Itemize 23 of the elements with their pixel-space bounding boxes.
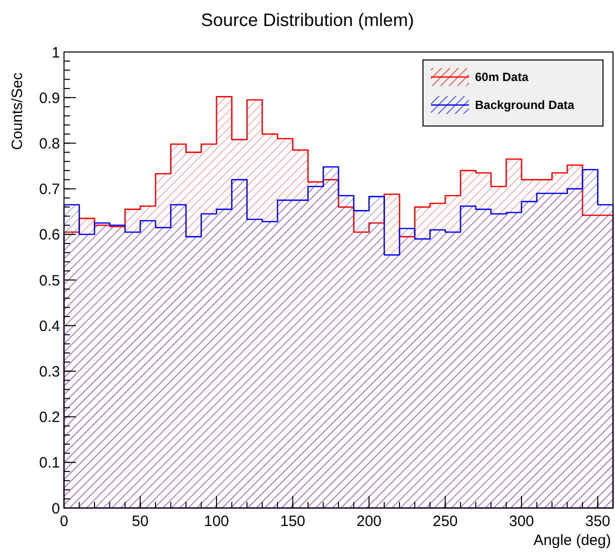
legend-label: 60m Data <box>475 70 529 84</box>
chart-title: Source Distribution (mlem) <box>200 10 414 30</box>
y-tick-label: 0.6 <box>39 226 60 244</box>
y-tick-label: 0 <box>52 500 60 518</box>
legend-label: Background Data <box>475 98 575 112</box>
x-tick-label: 350 <box>585 513 610 530</box>
x-axis-title: Angle (deg) <box>533 532 611 549</box>
y-tick-label: 0.9 <box>39 90 60 107</box>
y-tick-label: 0.8 <box>39 135 60 152</box>
y-tick-label: 0.4 <box>39 318 60 335</box>
y-tick-label: 1 <box>52 44 60 62</box>
y-tick-label: 0.2 <box>39 409 60 426</box>
x-tick-label: 100 <box>204 513 230 530</box>
x-tick-label: 200 <box>356 513 382 530</box>
x-tick-label: 150 <box>280 513 306 530</box>
y-axis-title: Counts/Sec <box>9 72 26 150</box>
x-tick-label: 250 <box>432 513 458 530</box>
x-tick-label: 300 <box>508 513 534 530</box>
y-tick-label: 0.7 <box>39 181 60 198</box>
y-tick-label: 0.3 <box>39 363 60 380</box>
y-tick-label: 0.1 <box>39 454 60 472</box>
y-tick-label: 0.5 <box>39 272 60 290</box>
x-tick-label: 50 <box>132 513 149 530</box>
